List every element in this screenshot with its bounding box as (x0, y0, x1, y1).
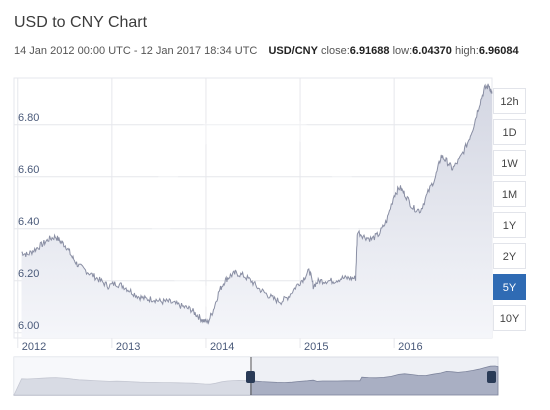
exchange-rate-chart[interactable]: 6.00 6.20 6.40 6.60 6.80 2012 2013 2014 2015 2016 (0, 0, 550, 355)
currency-pair: USD/CNY (268, 45, 318, 57)
y-tick-label: 6.20 (18, 268, 39, 280)
range-button-1d[interactable]: 1D (493, 119, 526, 145)
y-tick-label: 6.00 (18, 320, 39, 332)
y-tick-label: 6.80 (18, 112, 39, 124)
y-tick-label: 6.40 (18, 216, 39, 228)
series-line (21, 83, 493, 325)
close-value: 6.91688 (349, 45, 390, 57)
range-button-10y[interactable]: 10Y (493, 305, 526, 331)
axis-ticks: 6.00 6.20 6.40 6.60 6.80 2012 2013 2014 2015 2016 (18, 112, 423, 353)
price-area (21, 83, 493, 338)
x-tick-label: 2013 (116, 341, 140, 353)
series-area (21, 83, 492, 338)
range-button-1w[interactable]: 1W (493, 150, 526, 176)
close-label: close: (321, 45, 350, 57)
date-range: 14 Jan 2012 00:00 UTC - 12 Jan 2017 18:3… (14, 45, 258, 57)
high-label: high: (454, 45, 479, 57)
range-button-5y[interactable]: 5Y (493, 274, 526, 300)
x-tick-label: 2016 (398, 341, 422, 353)
navigator-right-handle[interactable] (487, 371, 496, 383)
range-button-1m[interactable]: 1M (493, 181, 526, 207)
high-value: 6.96084 (478, 45, 519, 57)
range-navigator[interactable] (0, 355, 550, 400)
chart-subtitle: 14 Jan 2012 00:00 UTC - 12 Jan 2017 18:3… (14, 45, 519, 57)
navigator-mask (14, 357, 250, 395)
chart-title: USD to CNY Chart (14, 14, 148, 31)
x-tick-label: 2014 (210, 341, 234, 353)
range-button-12h[interactable]: 12h (493, 88, 526, 114)
x-tick-label: 2012 (22, 341, 46, 353)
range-button-2y[interactable]: 2Y (493, 243, 526, 269)
range-button-1y[interactable]: 1Y (493, 212, 526, 238)
y-tick-label: 6.60 (18, 164, 39, 176)
low-label: low: (392, 45, 413, 57)
low-value: 6.04370 (412, 45, 452, 57)
navigator-left-handle[interactable] (246, 371, 255, 383)
x-tick-label: 2015 (304, 341, 328, 353)
